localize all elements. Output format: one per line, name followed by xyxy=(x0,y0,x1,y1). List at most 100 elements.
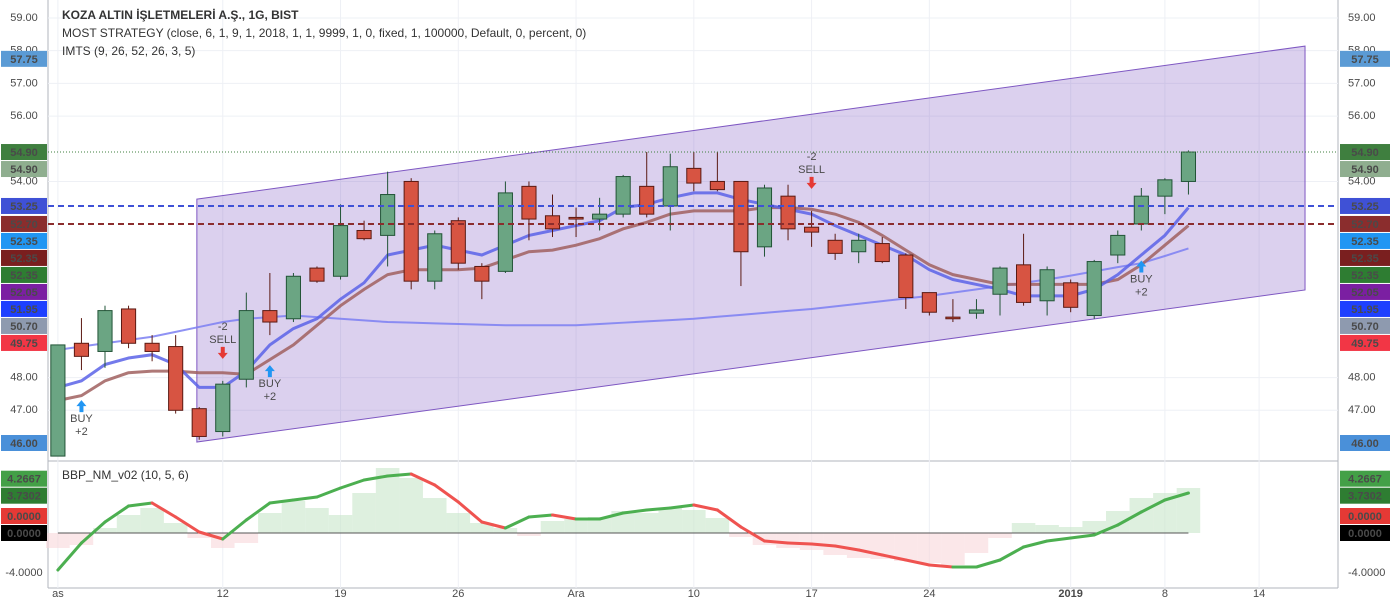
price-badge-label: 52.05 xyxy=(1351,287,1379,299)
y-tick-label: 54.00 xyxy=(1348,175,1376,187)
x-tick-label: 26 xyxy=(452,588,464,600)
oscillator-line xyxy=(715,508,743,529)
oscillator-line xyxy=(386,472,413,478)
signal-amount: +2 xyxy=(264,391,277,403)
price-badge-label: 49.75 xyxy=(1351,338,1379,350)
signal-arrow xyxy=(217,346,228,359)
oscillator-line xyxy=(291,495,319,502)
price-badge-label: 54.90 xyxy=(1351,147,1379,159)
oscillator-line xyxy=(221,518,248,541)
candle-body xyxy=(968,309,985,314)
candle-body xyxy=(1180,151,1197,182)
histogram-bar xyxy=(587,517,612,533)
histogram-bar xyxy=(234,533,259,543)
x-tick-label: 19 xyxy=(334,588,346,600)
histogram-bar xyxy=(1176,488,1201,533)
candle-body xyxy=(1063,282,1079,308)
y-tick-label: -4.0000 xyxy=(5,567,42,579)
price-badge-label: 57.75 xyxy=(10,54,38,66)
price-badge xyxy=(1,283,47,300)
candle-body xyxy=(592,213,608,220)
histogram-bar xyxy=(46,533,70,548)
histogram-bar xyxy=(281,501,306,533)
oscillator-line xyxy=(739,525,766,543)
oscillator-line xyxy=(339,478,366,490)
candle-body xyxy=(215,383,231,433)
oscillator-line xyxy=(1045,536,1073,543)
y-tick-label: 56.00 xyxy=(10,110,38,122)
signal-amount: +2 xyxy=(1135,286,1148,298)
price-badge-label: 52.70 xyxy=(1351,219,1379,231)
x-tick-label: 10 xyxy=(688,588,700,600)
oscillator-line xyxy=(857,548,884,557)
price-badge xyxy=(1,434,47,451)
y-tick-label: 54.00 xyxy=(10,175,38,187)
price-badge xyxy=(1,525,47,541)
histogram-bar xyxy=(988,533,1012,538)
y-tick-label: 56.00 xyxy=(1348,110,1376,122)
candle-body xyxy=(380,194,396,236)
candle-body xyxy=(309,267,325,282)
price-badge xyxy=(1340,144,1390,161)
price-badge-label: 52.35 xyxy=(10,270,38,282)
oscillator-line xyxy=(974,558,1002,569)
candle-body xyxy=(120,308,137,344)
histogram-bar xyxy=(941,533,965,565)
histogram-bar xyxy=(1035,525,1059,533)
candle-body xyxy=(945,316,961,320)
y-tick-label: 59.00 xyxy=(1348,12,1376,24)
candle-body xyxy=(639,185,655,215)
price-badge xyxy=(1340,283,1390,300)
oscillator-line xyxy=(315,486,343,499)
oscillator-line xyxy=(1069,533,1096,540)
y-tick-label: 47.00 xyxy=(1348,404,1376,416)
x-tick-label: as xyxy=(52,588,64,600)
price-badge xyxy=(1,144,47,161)
oscillator-line xyxy=(904,558,931,567)
oscillator-line xyxy=(645,506,672,512)
signal-arrow xyxy=(806,176,817,189)
candle-body xyxy=(780,195,796,230)
candle-body xyxy=(733,180,749,253)
price-badge-label: 57.75 xyxy=(1351,54,1379,66)
oscillator-line xyxy=(810,542,837,548)
indicator-label: IMTS (9, 26, 52, 26, 3, 5) xyxy=(62,44,195,58)
candle-body xyxy=(568,216,584,220)
price-badge xyxy=(1340,266,1390,283)
price-badge-label: 52.35 xyxy=(10,236,38,248)
price-badge xyxy=(1340,249,1390,266)
price-badge xyxy=(1340,161,1390,178)
price-badge xyxy=(1340,317,1390,334)
histogram-bar xyxy=(116,515,141,533)
price-badge xyxy=(1,197,47,214)
signal-arrow xyxy=(264,365,275,378)
price-badge xyxy=(1,266,47,283)
histogram-bar xyxy=(187,533,211,538)
oscillator-line xyxy=(56,541,83,572)
signal-label: BUY xyxy=(259,378,282,390)
y-tick-label: 48.00 xyxy=(10,372,38,384)
price-badge xyxy=(1,50,47,67)
oscillator-line xyxy=(1163,491,1190,502)
price-badge-label: 54.90 xyxy=(10,164,38,176)
oscillator-line xyxy=(998,545,1026,562)
candle-body xyxy=(356,229,372,240)
oscillator-line xyxy=(927,563,955,569)
x-tick-label: 17 xyxy=(805,588,817,600)
price-badge xyxy=(1,487,47,504)
price-badge-label: 3.7302 xyxy=(1348,491,1382,503)
price-badge-label: 0.0000 xyxy=(1348,528,1382,540)
price-badge xyxy=(1340,50,1390,67)
y-tick-label: 57.00 xyxy=(1348,77,1376,89)
price-badge-label: 52.35 xyxy=(10,253,38,265)
oscillator-line xyxy=(127,501,154,508)
price-badge xyxy=(1,249,47,266)
x-tick-label: 8 xyxy=(1162,588,1168,600)
price-badge xyxy=(1,215,47,232)
candle-body xyxy=(544,215,561,230)
x-tick-label: 24 xyxy=(923,588,935,600)
price-badge xyxy=(1,508,47,524)
histogram-bar xyxy=(658,508,683,533)
candle-body xyxy=(262,310,278,323)
